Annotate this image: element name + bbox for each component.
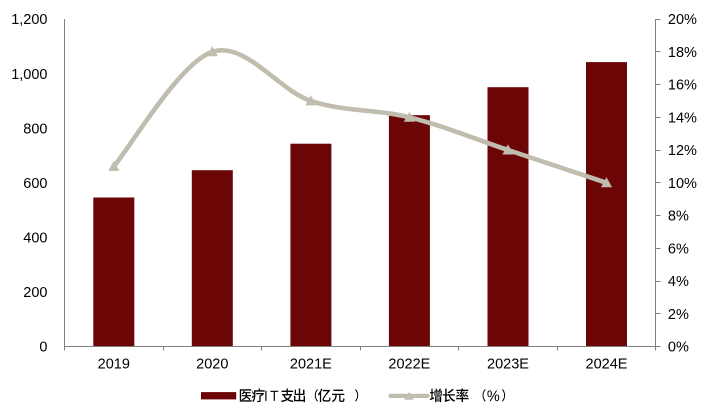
svg-text:20%: 20% bbox=[668, 12, 697, 28]
svg-text:16%: 16% bbox=[668, 78, 697, 94]
svg-text:400: 400 bbox=[23, 231, 47, 247]
svg-text:4%: 4% bbox=[668, 274, 689, 290]
svg-text:6%: 6% bbox=[668, 241, 689, 257]
svg-text:18%: 18% bbox=[668, 45, 697, 61]
svg-text:14%: 14% bbox=[668, 111, 697, 127]
svg-text:0%: 0% bbox=[668, 340, 689, 356]
svg-text:1,200: 1,200 bbox=[11, 12, 47, 28]
svg-text:2023E: 2023E bbox=[487, 356, 529, 372]
svg-text:1,000: 1,000 bbox=[11, 67, 47, 83]
svg-text:12%: 12% bbox=[668, 143, 697, 159]
svg-text:2024E: 2024E bbox=[586, 356, 628, 372]
svg-text:200: 200 bbox=[23, 285, 47, 301]
svg-text:8%: 8% bbox=[668, 209, 689, 225]
svg-text:2021E: 2021E bbox=[290, 356, 332, 372]
svg-text:600: 600 bbox=[23, 176, 47, 192]
svg-text:2022E: 2022E bbox=[388, 356, 430, 372]
svg-text:0: 0 bbox=[39, 340, 47, 356]
svg-text:2020: 2020 bbox=[196, 356, 228, 372]
svg-text:800: 800 bbox=[23, 121, 47, 137]
svg-text:2%: 2% bbox=[668, 307, 689, 323]
svg-text:10%: 10% bbox=[668, 176, 697, 192]
svg-text:2019: 2019 bbox=[98, 356, 130, 372]
